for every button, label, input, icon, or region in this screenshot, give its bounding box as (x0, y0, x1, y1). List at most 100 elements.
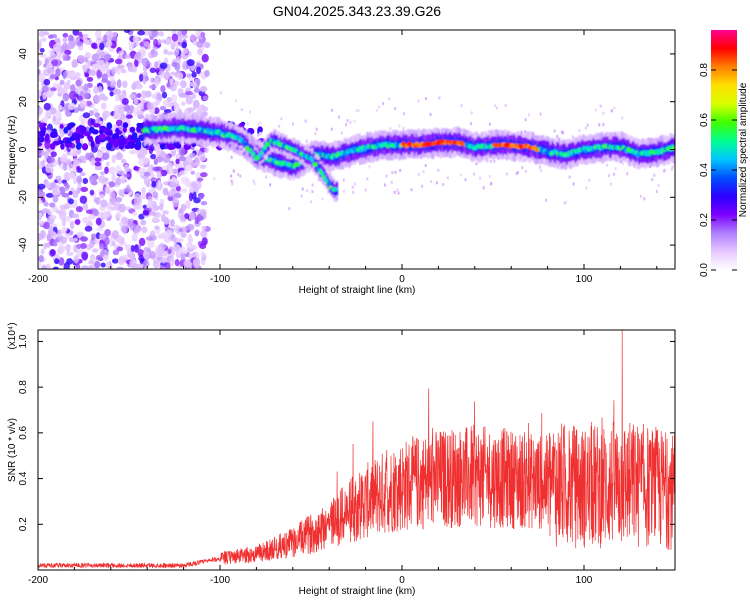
spectrogram-noise-cell (118, 189, 123, 197)
spectrogram-ridge-cell (320, 171, 325, 177)
spectrogram-noise-cell (60, 157, 68, 163)
spectrogram-noise-cell (61, 192, 70, 198)
spectrogram-ridge-cell (605, 143, 608, 154)
spectrogram-noise-cell (43, 31, 50, 36)
spectrogram-noise-cell (115, 152, 124, 161)
spectrogram-noise-cell (122, 126, 127, 133)
spectrogram-noise-cell (142, 157, 149, 165)
spectrogram-noise-cell (142, 204, 147, 210)
spectrogram-noise-cell (90, 140, 95, 149)
spectrogram-noise-cell (55, 117, 61, 124)
spectrogram-noise-cell (174, 259, 180, 267)
spectrogram-noise-cell (152, 216, 159, 223)
spectrogram-noise-cell (437, 168, 440, 172)
spectrogram-noise-cell (265, 175, 268, 179)
spectrogram-noise-cell (38, 30, 45, 37)
spectrogram-noise-cell (482, 186, 485, 190)
spectrogram-noise-cell (97, 211, 103, 220)
spectrogram-noise-cell (93, 94, 101, 104)
spectrogram-noise-cell (77, 95, 83, 101)
spectrogram-noise-cell (164, 262, 171, 269)
spectrogram-noise-cell (488, 122, 491, 126)
spectrogram-noise-cell (46, 67, 55, 74)
spectrogram-noise-cell (505, 172, 508, 176)
spectrogram-noise-cell (148, 30, 153, 37)
x-tick-label: 100 (576, 575, 593, 586)
spectrogram-noise-cell (179, 170, 188, 176)
spectrogram-noise-cell (106, 142, 112, 151)
spectrogram-noise-cell (38, 40, 42, 50)
spectrogram-noise-cell (112, 249, 120, 256)
spectrogram-noise-cell (118, 106, 125, 115)
spectrogram-noise-cell (116, 79, 122, 89)
spectrogram-noise-cell (101, 152, 110, 160)
spectrogram-noise-cell (71, 213, 80, 219)
spectrogram-noise-cell (136, 93, 142, 99)
x-tick-label: 100 (576, 274, 593, 285)
spectrogram-noise-cell (100, 146, 108, 151)
spectrogram-noise-cell (594, 108, 597, 112)
spectrogram-noise-cell (58, 186, 66, 195)
spectrogram-noise-cell (62, 42, 68, 52)
spectrogram-noise-cell (200, 251, 206, 257)
spectrogram-noise-cell (159, 62, 168, 69)
spectrogram-noise-cell (136, 51, 142, 57)
spectrogram-noise-cell (430, 180, 432, 184)
spectrogram-noise-cell (41, 127, 46, 135)
spectrogram-noise-cell (84, 72, 90, 78)
spectrogram-noise-cell (204, 69, 210, 78)
spectrogram-noise-cell (68, 172, 76, 180)
spectrogram-noise-cell (300, 194, 303, 198)
spectrogram-noise-cell (38, 212, 43, 218)
spectrogram-noise-cell (538, 165, 541, 169)
spectrogram-noise-cell (99, 242, 105, 250)
spectrogram-noise-cell (50, 182, 55, 190)
spectrogram-noise-cell (199, 243, 207, 250)
x-tick-label: -100 (210, 575, 230, 586)
spectrogram-noise-cell (345, 123, 347, 127)
spectrogram-noise-cell (195, 159, 200, 164)
spectrogram-noise-cell (41, 208, 50, 214)
spectrogram-noise-cell (94, 260, 101, 269)
spectrogram-noise-cell (173, 49, 180, 57)
spectrogram-noise-cell (199, 172, 208, 178)
spectrogram-noise-cell (160, 85, 166, 93)
spectrogram-noise-cell (190, 182, 198, 189)
spectrogram-noise-cell (129, 223, 137, 231)
spectrogram-noise-cell (125, 114, 133, 119)
spectrogram-noise-cell (159, 203, 164, 211)
spectrogram-noise-cell (137, 114, 145, 120)
spectrogram-noise-cell (301, 187, 304, 191)
colorbar-tick-label: 0.0 (699, 263, 710, 277)
spectrogram-noise-cell (49, 73, 57, 80)
spectrogram-noise-cell (235, 99, 238, 103)
spectrogram-noise-cell (162, 210, 169, 215)
spectrogram-noise-cell (119, 138, 127, 146)
spectrogram-noise-cell (169, 189, 178, 194)
spectrogram-noise-cell (157, 31, 165, 37)
spectrogram-noise-cell (103, 53, 112, 62)
spectrogram-noise-cell (123, 30, 131, 34)
spectrogram-noise-cell (622, 162, 625, 166)
spectrogram-noise-cell (46, 181, 52, 189)
spectrogram-noise-cell (115, 127, 120, 134)
spectrogram-noise-cell (167, 248, 172, 255)
spectrogram-noise-cell (196, 66, 201, 75)
spectrogram-noise-cell (75, 205, 83, 213)
spectrogram-noise-cell (132, 132, 138, 141)
spectrogram-ridge-cell (341, 150, 345, 161)
spectrogram-noise-cell (122, 122, 129, 129)
spectrogram-noise-cell (117, 257, 125, 266)
spectrogram-noise-cell (140, 90, 147, 99)
spectrogram-noise-cell (72, 190, 79, 199)
y-tick-label: 0.2 (18, 517, 29, 531)
spectrogram-noise-cell (77, 55, 85, 63)
spectrogram-noise-cell (115, 196, 123, 203)
spectrogram-noise-cell (599, 104, 602, 108)
spectrogram-noise-cell (83, 83, 89, 93)
spectrogram-noise-cell (136, 110, 145, 116)
spectrogram-noise-cell (101, 211, 108, 220)
spectrogram-noise-cell (79, 242, 87, 250)
spectrogram-noise-cell (183, 259, 191, 268)
